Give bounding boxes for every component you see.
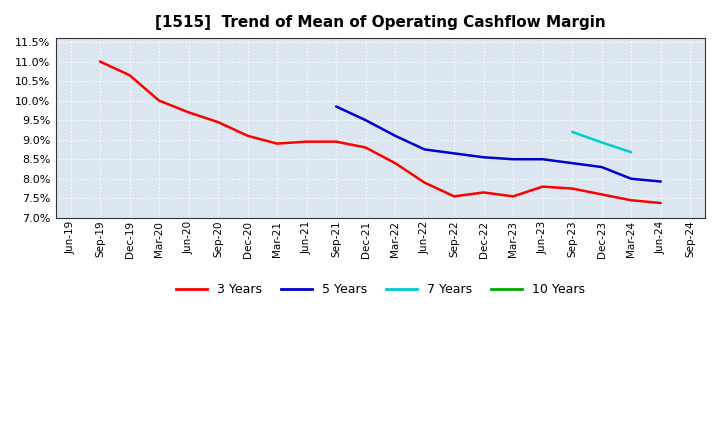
Title: [1515]  Trend of Mean of Operating Cashflow Margin: [1515] Trend of Mean of Operating Cashfl… [155, 15, 606, 30]
Legend: 3 Years, 5 Years, 7 Years, 10 Years: 3 Years, 5 Years, 7 Years, 10 Years [171, 279, 590, 301]
